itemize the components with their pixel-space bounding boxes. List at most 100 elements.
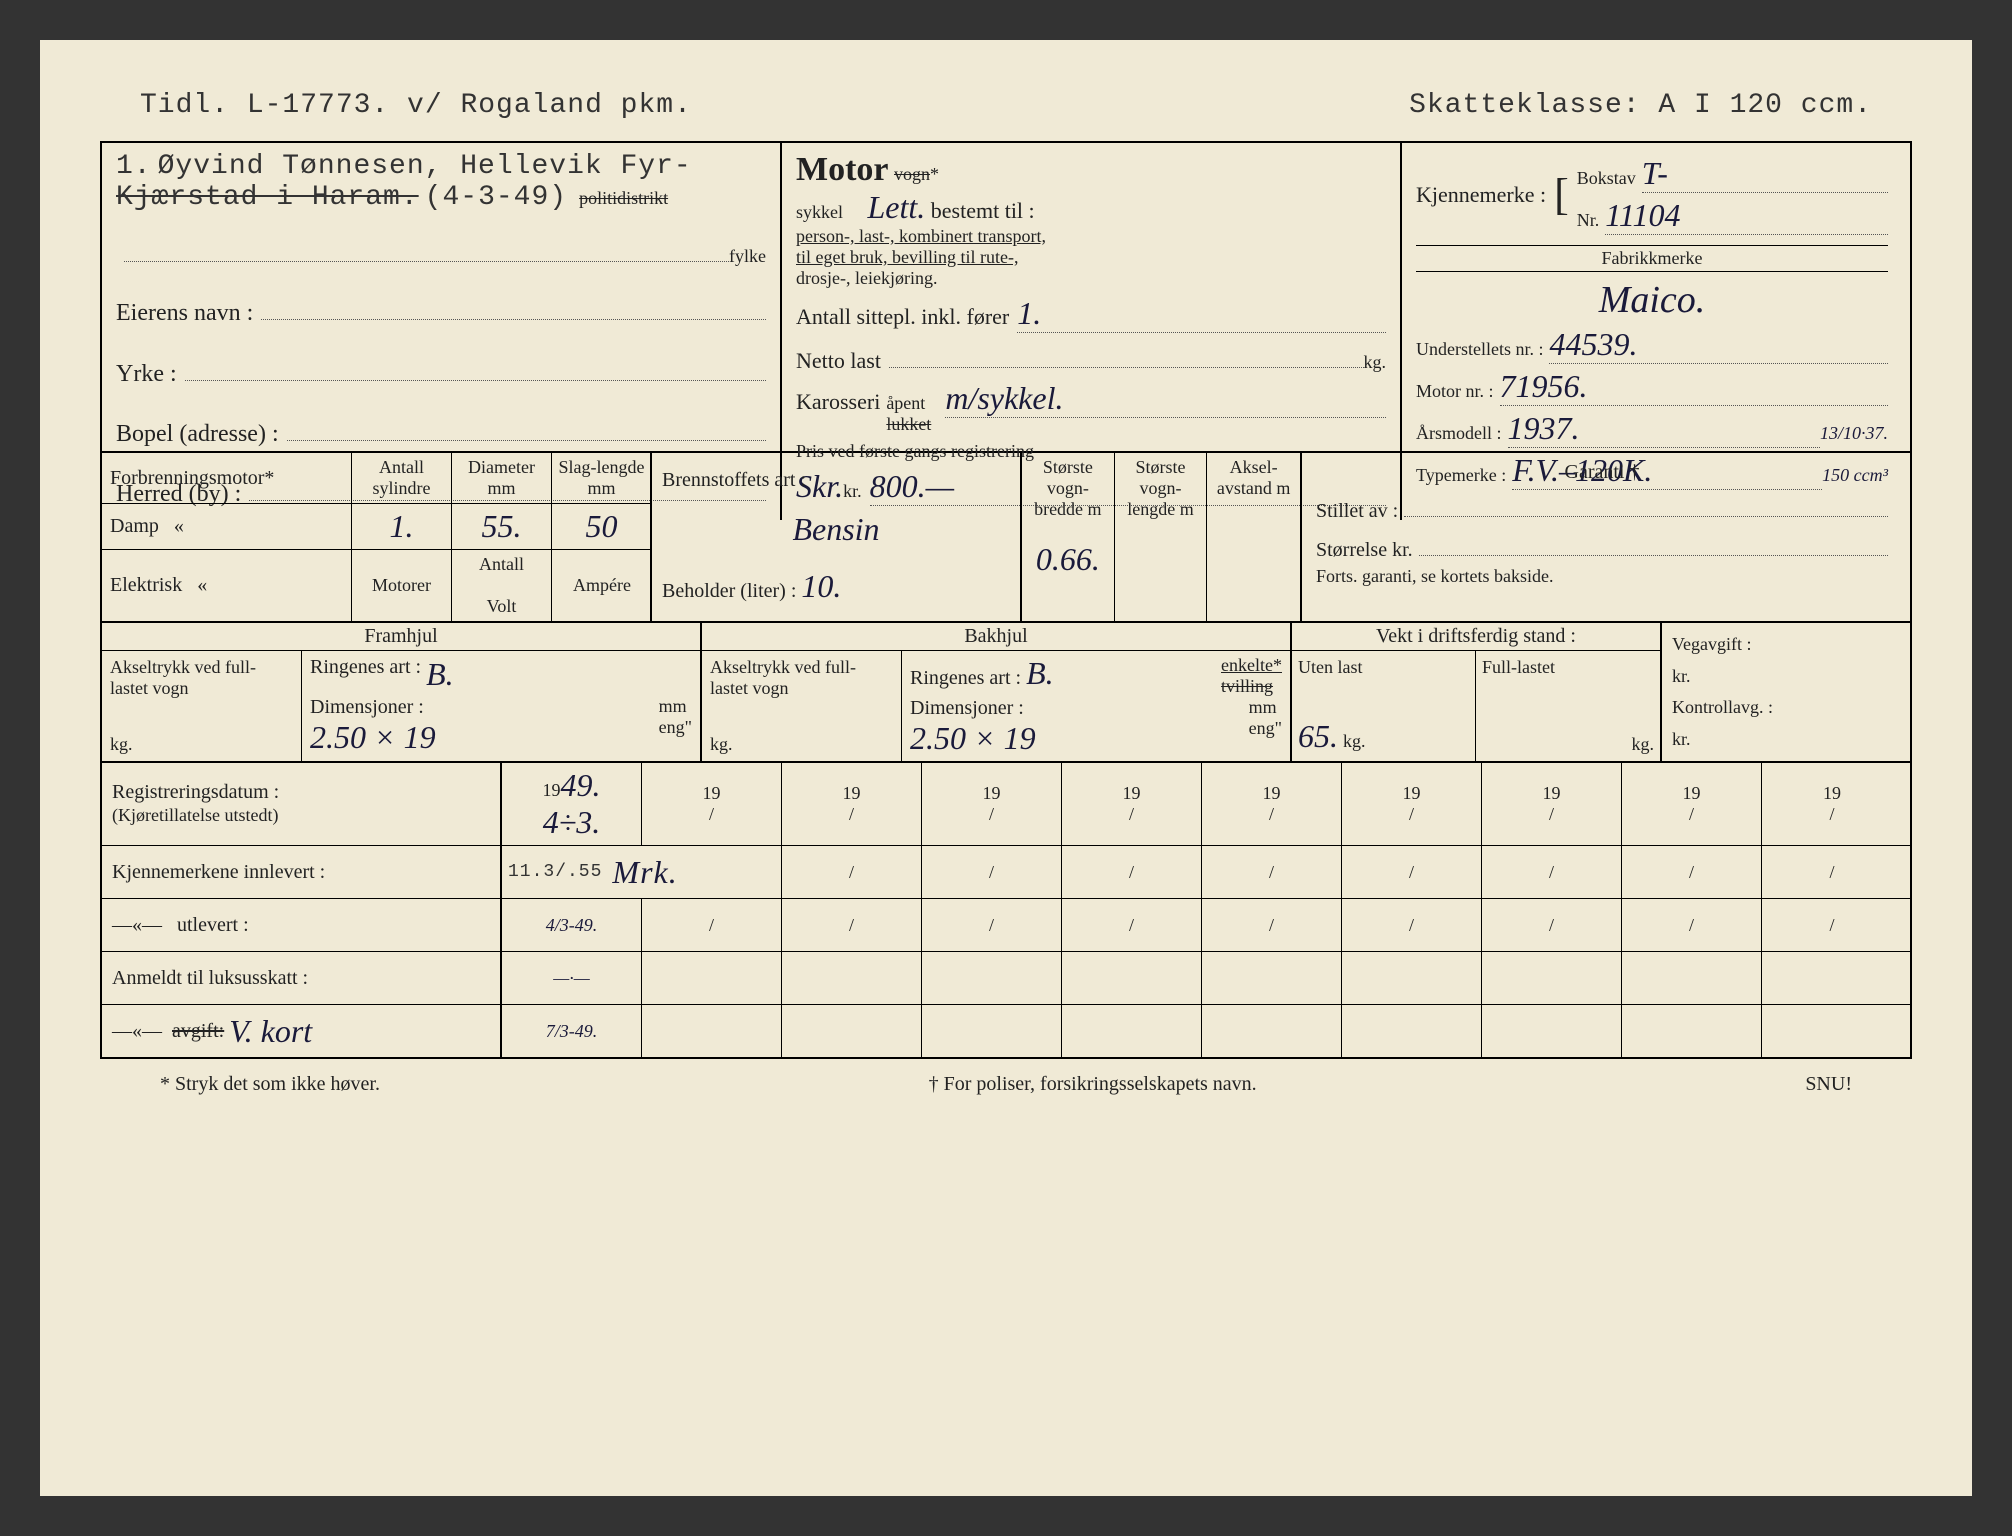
engine-table: Forbrenningsmotor* Antall sylindre Diame… — [102, 453, 652, 621]
understell-value: 44539. — [1549, 326, 1888, 364]
header-left: Tidl. L-17773. v/ Rogaland pkm. — [140, 90, 692, 121]
kjennemerke-row: Kjennemerke : [ BokstavT- Nr.11104 — [1416, 151, 1888, 239]
slaglengde-label: Slag-lengde mm — [552, 453, 652, 504]
yrke-line: Yrke : — [116, 352, 766, 388]
fuel-box: Brennstoffets art : Bensin Beholder (lit… — [652, 453, 1022, 621]
kjennemerke-label: Kjennemerke : — [1416, 182, 1546, 208]
reg-cell-1: 1949.4÷3. — [502, 763, 642, 845]
arsmodell-value: 1937. — [1508, 410, 1820, 448]
motor-purpose-2: til eget bruk, bevilling til rute-, — [796, 247, 1386, 268]
fram-axle: Akseltrykk ved full-lastet vogn kg. — [102, 651, 302, 761]
fee-col: Vegavgift : kr. Kontrollavg. : kr. — [1662, 623, 1902, 761]
karosseri-row: Karosseri åpent lukket m/sykkel. — [796, 380, 1386, 435]
vekt-label: Vekt i driftsferdig stand : — [1292, 623, 1660, 651]
owner-number: 1. — [116, 151, 152, 182]
header-right: Skatteklasse: A I 120 ccm. — [1409, 90, 1872, 121]
framhjul-col: Framhjul Akseltrykk ved full-lastet vogn… — [102, 623, 702, 761]
brennstoff-value: Bensin — [662, 511, 1010, 548]
motornr-label: Motor nr. : — [1416, 381, 1494, 402]
kjenn-inn-value: 11.3/.55Mrk. — [502, 846, 782, 898]
motor-title-row: Motor vogn* sykkel Lett. bestemt til : — [796, 151, 1386, 226]
damp-row: Damp « — [102, 504, 352, 550]
sylindre-value: 1. — [352, 504, 452, 550]
politidistrikt-label: politidistrikt — [579, 188, 668, 208]
avgift-value: 7/3-49. — [502, 1005, 642, 1057]
footnote-right: SNU! — [1805, 1073, 1852, 1096]
motor-handwritten: Lett. — [868, 189, 926, 225]
bak-axle: Akseltrykk ved full-lastet vogn kg. — [702, 651, 902, 761]
footnote-center: † For poliser, forsikringsselskapets nav… — [929, 1073, 1257, 1096]
row-wheels: Framhjul Akseltrykk ved full-lastet vogn… — [102, 623, 1910, 763]
yrke-label: Yrke : — [116, 361, 177, 388]
apent-label: åpent — [886, 393, 925, 413]
bopel-label: Bopel (adresse) : — [116, 421, 279, 448]
motor-purpose-3: drosje-, leiekjøring. — [796, 268, 1386, 289]
netto-row: Netto last kg. — [796, 339, 1386, 374]
main-form: 1. Øyvind Tønnesen, Hellevik Fyr- Kjærst… — [100, 141, 1912, 1059]
nr-value: 11104 — [1605, 197, 1888, 235]
luksus-row: Anmeldt til luksusskatt : —·— — [102, 952, 1910, 1005]
nr-label: Nr. — [1577, 210, 1600, 231]
fram-ring: Ringenes art : B. Dimensjoner :2.50 × 19… — [302, 651, 700, 761]
volt-label: AntallVolt — [452, 550, 552, 621]
lukket-struck: lukket — [886, 414, 931, 434]
row-owner-motor-id: 1. Øyvind Tønnesen, Hellevik Fyr- Kjærst… — [102, 143, 1910, 453]
avgift-row: —«— avgift: V. kort 7/3-49. — [102, 1005, 1910, 1057]
footnote: * Stryk det som ikke høver. † For polise… — [100, 1073, 1912, 1096]
reg-datum-row: Registreringsdatum :(Kjøretillatelse uts… — [102, 763, 1910, 846]
eierens-navn-line: Eierens navn : — [116, 291, 766, 327]
seats-label: Antall sittepl. inkl. fører — [796, 304, 1009, 330]
fabrikkmerke-value: Maico. — [1416, 278, 1888, 322]
bestemt-til-label: bestemt til : — [931, 198, 1035, 223]
header-line: Tidl. L-17773. v/ Rogaland pkm. Skattekl… — [100, 90, 1912, 121]
motor-purpose-1: person-, last-, kombinert transport, — [796, 226, 1386, 247]
netto-label: Netto last — [796, 348, 881, 374]
forts-label: Forts. garanti, se kortets bakside. — [1316, 566, 1888, 587]
understell-label: Understellets nr. : — [1416, 339, 1543, 360]
arsmodell-label: Årsmodell : — [1416, 423, 1502, 444]
netto-kg: kg. — [1364, 352, 1387, 373]
bak-ring: Ringenes art : B.enkelte*tvilling Dimens… — [902, 651, 1290, 761]
beholder-value: 10. — [801, 568, 841, 605]
forbrenning-label: Forbrenningsmotor* — [102, 453, 352, 504]
fylke-line: fylke — [116, 233, 766, 267]
utlevert-row: —«— utlevert : 4/3-49. ///////// — [102, 899, 1910, 952]
bopel-line: Bopel (adresse) : — [116, 412, 766, 448]
lengde-col: Største vogn-lengde m — [1115, 453, 1208, 621]
motor-sykkel: sykkel — [796, 202, 843, 222]
arsmodell-extra: 13/10·37. — [1820, 423, 1888, 444]
registration-grid: Registreringsdatum :(Kjøretillatelse uts… — [102, 763, 1910, 1057]
diameter-value: 55. — [452, 504, 552, 550]
kjennemerke-inn-row: Kjennemerkene innlevert : 11.3/.55Mrk. /… — [102, 846, 1910, 899]
luksus-label: Anmeldt til luksusskatt : — [102, 952, 502, 1004]
weight-col: Vekt i driftsferdig stand : Uten last 65… — [1292, 623, 1662, 761]
motor-vogn-struck: vogn — [894, 164, 930, 184]
full-lastet: Full-lastet kg. — [1476, 651, 1660, 761]
akselavstand-col: Aksel-avstand m — [1207, 453, 1300, 621]
registration-card: Tidl. L-17773. v/ Rogaland pkm. Skattekl… — [40, 40, 1972, 1496]
bokstav-label: Bokstav — [1577, 168, 1636, 189]
karosseri-label: Karosseri — [796, 389, 880, 415]
diameter-label: Diameter mm — [452, 453, 552, 504]
bak-label: Bakhjul — [702, 623, 1290, 651]
fylke-label: fylke — [729, 246, 766, 267]
row-engine: Forbrenningsmotor* Antall sylindre Diame… — [102, 453, 1910, 623]
bredde-col: Største vogn-bredde m0.66. — [1022, 453, 1115, 621]
utlevert-label: —«— utlevert : — [102, 899, 502, 951]
footnote-left: * Stryk det som ikke høver. — [160, 1073, 380, 1096]
utlevert-value: 4/3-49. — [502, 899, 642, 951]
motornr-value: 71956. — [1500, 368, 1888, 406]
beholder-label: Beholder (liter) : — [662, 580, 796, 603]
fabrikkmerke-label: Fabrikkmerke — [1416, 245, 1888, 272]
slaglengde-value: 50 — [552, 504, 652, 550]
vegavgift-label: Vegavgift : — [1672, 634, 1892, 655]
elektrisk-row: Elektrisk « — [102, 550, 352, 621]
uten-last: Uten last 65. kg. — [1292, 651, 1476, 761]
karosseri-value: m/sykkel. — [945, 380, 1386, 418]
warranty-box: Garanti † Stillet av : Størrelse kr. For… — [1302, 453, 1902, 621]
reg-datum-label: Registreringsdatum :(Kjøretillatelse uts… — [102, 763, 502, 845]
avgift-label: —«— avgift: V. kort — [102, 1005, 502, 1057]
sylindre-label: Antall sylindre — [352, 453, 452, 504]
seats-value: 1. — [1017, 295, 1386, 333]
owner-line2-struck: Kjærstad i Haram. — [116, 182, 419, 213]
